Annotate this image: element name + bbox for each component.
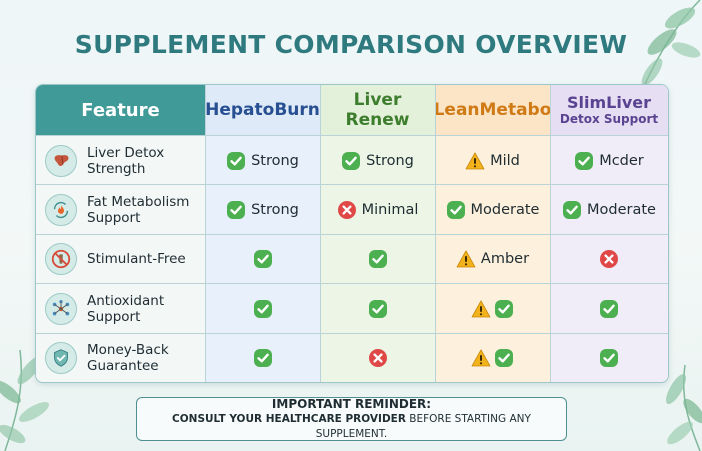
table-row: Fat Metabolism Support Strong Minimal Moder… [36,185,668,234]
rating-cell: Mild [435,136,550,185]
rating-cell: Strong [205,185,320,234]
table-row: Liver Detox Strength Strong Strong Mild Mcde… [36,136,668,185]
rating-cell [205,334,320,382]
table-row: Money-Back Guarantee [36,334,668,382]
check-icon [253,348,273,368]
rating-cell: Mcder [550,136,668,185]
feature-cell: Liver Detox Strength [36,136,205,185]
header-product-hepatoburn: HepatoBurn [205,85,320,135]
warning-icon [456,249,476,269]
rating-text: Strong [251,201,299,218]
feature-label: Antioxidant Support [87,292,165,325]
warning-icon [471,299,491,319]
rating-cell: Amber [435,235,550,284]
rating-text: Amber [480,251,530,268]
rating-cell: Minimal [320,185,435,234]
row-divider [36,184,668,186]
rating-cell [550,334,668,382]
cross-icon [337,200,357,220]
check-icon [494,348,514,368]
important-reminder-box: IMPORTANT REMINDER: CONSULT YOUR HEALTHC… [136,397,567,441]
cross-icon [599,249,619,269]
rating-cell: Moderate [550,185,668,234]
row-divider [36,135,668,136]
check-icon [494,299,514,319]
table-row: Antioxidant Support [36,284,668,333]
header-product-slimliver-subtitle: Detox Support [559,111,659,126]
check-icon [226,200,246,220]
rating-cell: Strong [320,136,435,185]
rating-cell: Moderate [435,185,550,234]
rating-cell: Strong [205,136,320,185]
check-icon [446,200,466,220]
warning-icon [465,151,485,171]
row-divider [36,233,668,235]
table-row: Stimulant-Free Amber [36,235,668,284]
header-feature: Feature [36,85,205,135]
rating-text: Strong [251,152,299,169]
molecule-icon [45,292,77,325]
warning-icon [471,348,491,368]
shield-check-icon [45,342,77,375]
cross-icon [368,348,388,368]
check-icon [341,151,361,171]
check-icon [226,151,246,171]
rating-cell [435,334,550,382]
header-product-leanmetabo: LeanMetabo [434,85,551,135]
column-divider [435,85,436,382]
check-icon [253,249,273,269]
feature-label: Money-Back Guarantee [87,342,169,375]
check-icon [599,299,619,319]
no-stimulant-icon [45,243,77,276]
rating-text: Moderate [470,201,540,218]
column-divider [550,85,551,382]
feature-cell: Fat Metabolism Support [36,185,205,234]
rating-text: Minimal [361,201,419,218]
rating-cell [320,235,435,284]
row-divider [36,283,668,285]
check-icon [574,151,594,171]
rating-text: Mcder [599,152,644,169]
check-icon [253,299,273,319]
rating-cell [550,284,668,333]
rating-cell [550,235,668,284]
reminder-heading: IMPORTANT REMINDER: [271,396,432,411]
feature-cell: Stimulant-Free [36,235,205,284]
rating-cell [320,284,435,333]
check-icon [562,200,582,220]
column-divider [320,85,321,382]
feature-label: Liver Detox Strength [87,144,165,177]
rating-text: Moderate [587,201,656,218]
feature-label: Stimulant-Free [87,251,186,268]
rating-cell [205,284,320,333]
reminder-bold-text: CONSULT YOUR HEALTHCARE PROVIDER [172,412,406,425]
rating-cell [205,235,320,284]
rating-cell [320,334,435,382]
header-product-liver-renew: Liver Renew [320,85,435,135]
feature-cell: Antioxidant Support [36,284,205,333]
liver-icon [45,144,77,177]
reminder-text: CONSULT YOUR HEALTHCARE PROVIDER BEFORE … [137,412,566,442]
check-icon [368,299,388,319]
feature-label: Fat Metabolism Support [87,193,190,226]
rating-text: Strong [366,152,414,169]
comparison-table: Feature HepatoBurn Liver Renew LeanMetab… [35,84,669,383]
flame-cycle-icon [45,193,77,226]
row-divider [36,332,668,334]
feature-cell: Money-Back Guarantee [36,334,205,382]
rating-text: Mild [490,152,520,169]
rating-cell [435,284,550,333]
header-product-slimliver-name: SlimLiver [566,92,651,112]
check-icon [368,249,388,269]
column-divider [205,85,206,382]
reminder-rest-text: BEFORE STARTING ANY SUPPLEMENT. [315,412,531,440]
page-title: SUPPLEMENT COMPARISON OVERVIEW [74,30,628,59]
check-icon [599,348,619,368]
header-product-slimliver: SlimLiver Detox Support [550,85,668,135]
